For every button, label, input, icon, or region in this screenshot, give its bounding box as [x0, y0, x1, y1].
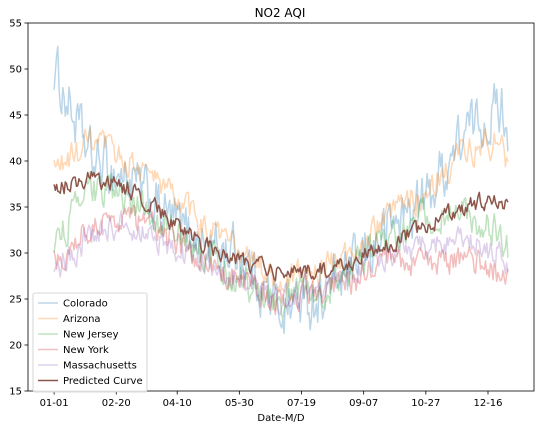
x-axis-title: Date-M/D: [257, 413, 305, 424]
x-tick-label: 12-16: [473, 398, 502, 409]
y-tick-label: 40: [9, 157, 22, 168]
y-tick-label: 15: [9, 387, 22, 398]
series-line-new-york: [53, 204, 509, 316]
legend-label-new-jersey: New Jersey: [63, 330, 119, 341]
legend-label-new-york: New York: [63, 345, 109, 356]
x-tick-label: 09-07: [349, 398, 378, 409]
series-line-arizona: [53, 127, 509, 294]
y-axis: 15 20 25 30 35 40 45 50 55: [9, 19, 28, 398]
x-tick-label: 07-19: [287, 398, 316, 409]
legend-label-massachusetts: Massachusetts: [63, 361, 137, 372]
series-line-predicted-curve: [53, 170, 509, 282]
x-tick-label: 02-20: [102, 398, 131, 409]
chart-title: NO2 AQI: [255, 6, 306, 20]
y-tick-label: 30: [9, 249, 22, 260]
y-tick-label: 55: [9, 19, 22, 30]
legend-label-arizona: Arizona: [63, 314, 101, 325]
legend-label-colorado: Colorado: [63, 299, 108, 310]
x-tick-label: 10-27: [411, 398, 440, 409]
x-axis: 01-01 02-20 04-10 05-30 07-19 09-07 10-27 12-16: [40, 391, 503, 409]
x-tick-label: 05-30: [225, 398, 254, 409]
legend-label-predicted-curve: Predicted Curve: [63, 376, 143, 387]
x-tick-label: 04-10: [163, 398, 192, 409]
legend: Colorado Arizona New Jersey New York Massach…: [32, 292, 148, 393]
series-line-colorado: [53, 45, 509, 335]
series-layer: [53, 45, 509, 335]
y-tick-label: 50: [9, 65, 22, 76]
legend-box: [32, 292, 148, 393]
y-tick-label: 45: [9, 111, 22, 122]
series-line-massachusetts: [53, 210, 509, 316]
y-tick-label: 35: [9, 203, 22, 214]
x-tick-label: 01-01: [40, 398, 69, 409]
series-line-new-jersey: [53, 170, 509, 320]
y-tick-label: 20: [9, 341, 22, 352]
y-tick-label: 25: [9, 295, 22, 306]
